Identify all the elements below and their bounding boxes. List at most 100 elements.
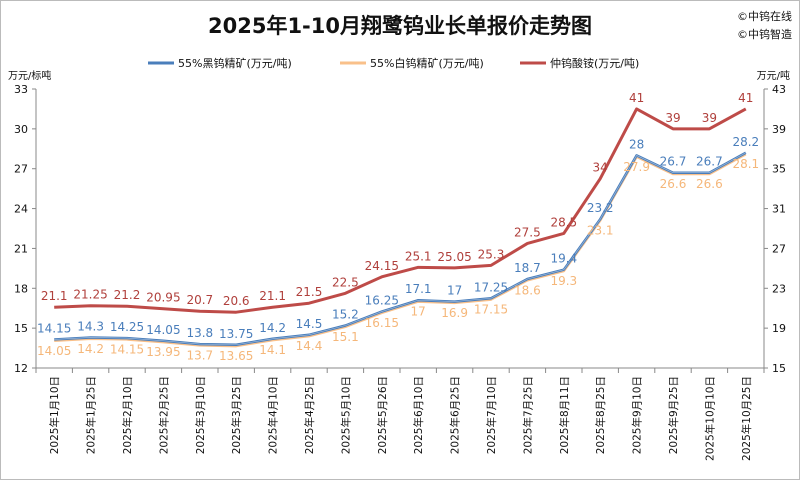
watermark-2: ©中钨智造 xyxy=(737,28,792,41)
data-label: 20.95 xyxy=(146,291,180,305)
data-label: 21.1 xyxy=(41,289,68,303)
series-line-2 xyxy=(54,107,747,314)
y-right-axis-title: 万元/吨 xyxy=(757,69,790,82)
y-left-tick-label: 30 xyxy=(14,123,28,136)
data-label: 28 xyxy=(629,137,644,151)
data-label: 27.5 xyxy=(514,225,541,239)
y-left-tick-label: 12 xyxy=(14,362,28,375)
legend-label: 55%白钨精矿(万元/吨) xyxy=(370,56,484,70)
data-label: 17 xyxy=(411,305,426,319)
y-left-tick-label: 21 xyxy=(14,242,28,255)
data-label: 28.1 xyxy=(732,157,759,171)
data-label: 13.7 xyxy=(186,348,213,362)
legend-label: 仲钨酸铵(万元/吨) xyxy=(550,56,639,70)
x-tick-label: 2025年7月10日 xyxy=(485,376,498,454)
data-label: 17.15 xyxy=(474,303,508,317)
data-label: 21.2 xyxy=(114,288,141,302)
x-tick-label: 2025年9月25日 xyxy=(667,376,680,454)
data-label: 41 xyxy=(629,91,644,105)
data-label: 14.3 xyxy=(77,319,104,333)
data-label: 15.2 xyxy=(332,307,359,321)
data-label: 28.5 xyxy=(550,215,577,229)
data-label: 21.5 xyxy=(296,285,323,299)
y-right-tick-label: 31 xyxy=(772,203,786,216)
x-tick-label: 2025年3月25日 xyxy=(230,376,243,454)
data-label: 27.9 xyxy=(623,160,650,174)
data-label: 15.1 xyxy=(332,330,359,344)
data-label: 14.2 xyxy=(259,321,286,335)
data-label: 14.15 xyxy=(37,321,71,335)
data-label: 14.25 xyxy=(110,320,144,334)
data-label: 22.5 xyxy=(332,275,359,289)
x-tick-label: 2025年4月10日 xyxy=(267,376,280,454)
data-label: 25.1 xyxy=(405,249,432,263)
data-label: 25.3 xyxy=(478,247,505,261)
watermark-1: ©中钨在线 xyxy=(737,10,792,23)
y-right-tick-label: 39 xyxy=(772,123,786,136)
data-label: 34 xyxy=(593,161,608,175)
data-label: 16.25 xyxy=(365,294,399,308)
data-label: 14.15 xyxy=(110,342,144,356)
data-label: 21.1 xyxy=(259,289,286,303)
x-tick-label: 2025年6月10日 xyxy=(412,376,425,454)
series-line-1 xyxy=(54,153,747,348)
y-right-tick-label: 35 xyxy=(772,163,786,176)
x-tick-label: 2025年5月10日 xyxy=(339,376,352,454)
x-tick-label: 2025年8月11日 xyxy=(558,376,571,454)
data-label: 25.05 xyxy=(437,250,471,264)
x-tick-label: 2025年10月10日 xyxy=(703,376,716,461)
data-label: 13.8 xyxy=(186,326,213,340)
y-right-tick-label: 19 xyxy=(772,322,786,335)
data-label: 16.9 xyxy=(441,306,468,320)
data-label: 19.3 xyxy=(550,274,577,288)
data-label: 14.5 xyxy=(296,317,323,331)
x-tick-label: 2025年5月26日 xyxy=(376,376,389,454)
data-label: 26.6 xyxy=(660,177,687,191)
data-label: 18.6 xyxy=(514,283,541,297)
data-label: 18.7 xyxy=(514,261,541,275)
data-label: 14.1 xyxy=(259,343,286,357)
data-label: 14.05 xyxy=(146,323,180,337)
data-label: 13.75 xyxy=(219,327,253,341)
data-label: 13.95 xyxy=(146,345,180,359)
data-label: 20.6 xyxy=(223,294,250,308)
series-line-highlight xyxy=(54,152,746,346)
chart-title: 2025年1-10月翔鹭钨业长单报价走势图 xyxy=(208,14,592,38)
data-label: 14.2 xyxy=(77,342,104,356)
y-left-tick-label: 18 xyxy=(14,282,28,295)
x-tick-label: 2025年2月10日 xyxy=(121,376,134,454)
data-label: 39 xyxy=(702,111,717,125)
data-label: 17.1 xyxy=(405,282,432,296)
data-label: 17 xyxy=(447,284,462,298)
data-label: 23.2 xyxy=(587,201,614,215)
y-right-tick-label: 27 xyxy=(772,242,786,255)
data-label: 23.1 xyxy=(587,224,614,238)
data-label: 16.15 xyxy=(365,316,399,330)
data-label: 28.2 xyxy=(732,135,759,149)
series-line-0 xyxy=(54,151,747,346)
data-label: 20.7 xyxy=(186,293,213,307)
x-tick-label: 2025年8月25日 xyxy=(594,376,607,454)
x-tick-label: 2025年4月25日 xyxy=(303,376,316,454)
data-label: 26.7 xyxy=(660,155,687,169)
y-right-tick-label: 43 xyxy=(772,83,786,96)
x-tick-label: 2025年6月25日 xyxy=(449,376,462,454)
x-tick-label: 2025年1月10日 xyxy=(48,376,61,454)
y-left-tick-label: 24 xyxy=(14,203,28,216)
y-left-axis-title: 万元/标吨 xyxy=(8,69,51,82)
y-right-tick-label: 23 xyxy=(772,282,786,295)
data-label: 14.05 xyxy=(37,344,71,358)
data-label: 21.25 xyxy=(73,288,107,302)
legend-label: 55%黑钨精矿(万元/吨) xyxy=(178,57,292,70)
y-left-tick-label: 33 xyxy=(14,83,28,96)
data-label: 24.15 xyxy=(365,259,399,273)
data-label: 41 xyxy=(738,91,753,105)
x-tick-label: 2025年7月25日 xyxy=(521,376,534,454)
data-label: 19.4 xyxy=(550,252,577,266)
x-tick-label: 2025年10月25日 xyxy=(740,376,753,461)
data-label: 26.7 xyxy=(696,155,723,169)
data-label: 26.6 xyxy=(696,177,723,191)
data-label: 13.65 xyxy=(219,349,253,363)
x-tick-label: 2025年1月25日 xyxy=(85,376,98,454)
